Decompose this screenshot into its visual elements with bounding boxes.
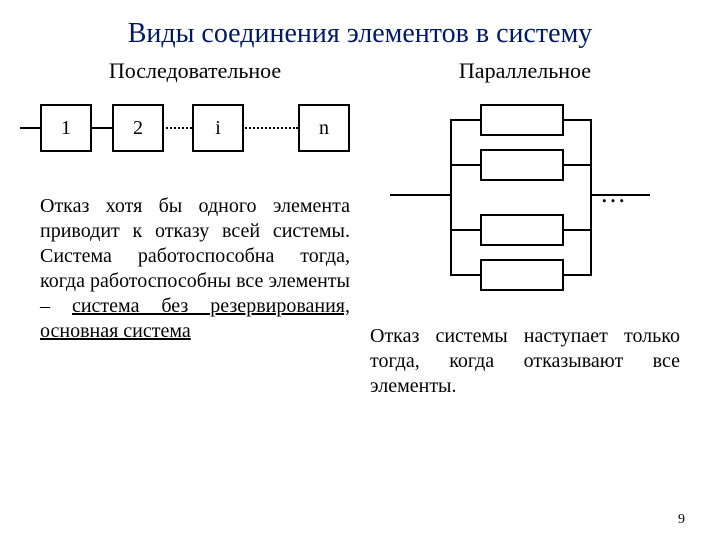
parallel-bus-left [450, 119, 452, 274]
parallel-stub-l4 [450, 274, 480, 276]
parallel-ellipsis: … [600, 179, 626, 209]
parallel-stub-l2 [450, 164, 480, 166]
serial-dots-1 [162, 127, 192, 129]
parallel-stub-l3 [450, 229, 480, 231]
serial-box-i: i [192, 104, 244, 152]
parallel-column: Параллельное … Отказ системы наступает т… [360, 58, 690, 399]
parallel-box-4 [480, 259, 564, 291]
page-number: 9 [678, 512, 685, 528]
parallel-subtitle: Параллельное [370, 58, 680, 84]
serial-desc-underlined: система без резервирования, основная сис… [40, 295, 350, 342]
serial-subtitle: Последовательное [40, 58, 350, 84]
serial-diagram: 1 2 i n [40, 104, 350, 174]
parallel-box-1 [480, 104, 564, 136]
serial-line-1-2 [90, 127, 112, 129]
parallel-diagram: … [370, 104, 680, 294]
serial-column: Последовательное 1 2 i n Отказ хотя бы о… [30, 58, 360, 399]
serial-dots-2 [242, 127, 298, 129]
parallel-stub-r3 [562, 229, 592, 231]
parallel-stub-l1 [450, 119, 480, 121]
parallel-box-2 [480, 149, 564, 181]
content-columns: Последовательное 1 2 i n Отказ хотя бы о… [0, 58, 720, 399]
parallel-stub-r1 [562, 119, 592, 121]
serial-box-2: 2 [112, 104, 164, 152]
parallel-line-in [390, 194, 450, 196]
serial-line-in [20, 127, 40, 129]
serial-box-1: 1 [40, 104, 92, 152]
serial-box-n: n [298, 104, 350, 152]
parallel-box-3 [480, 214, 564, 246]
parallel-stub-r2 [562, 164, 592, 166]
parallel-bus-right [590, 119, 592, 274]
parallel-stub-r4 [562, 274, 592, 276]
serial-description: Отказ хотя бы одного элемента приводит к… [40, 194, 350, 344]
page-title: Виды соединения элементов в систему [0, 0, 720, 58]
parallel-description: Отказ системы наступает только тогда, ко… [370, 324, 680, 399]
